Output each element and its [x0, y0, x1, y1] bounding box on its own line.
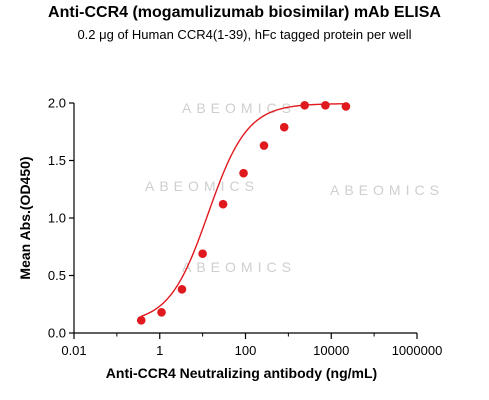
x-tick-label: 1: [156, 343, 163, 358]
chart-subtitle: 0.2 μg of Human CCR4(1-39), hFc tagged p…: [77, 27, 412, 42]
y-axis-label: Mean Abs.(OD450): [17, 156, 33, 279]
data-point: [321, 101, 330, 110]
y-tick-label: 0.5: [48, 268, 66, 283]
watermark-text: ABEOMICS: [330, 182, 444, 198]
watermark-text: ABEOMICS: [182, 100, 296, 116]
y-tick-label: 1.0: [48, 211, 66, 226]
data-point: [218, 199, 228, 209]
x-tick-label: 10000: [313, 343, 349, 358]
data-points: [136, 101, 351, 325]
fit-curve: [141, 103, 346, 317]
watermark-text: ABEOMICS: [145, 178, 259, 194]
data-point: [279, 122, 289, 132]
watermark-text: ABEOMICS: [182, 259, 296, 275]
data-point: [239, 168, 248, 178]
chart-title: Anti-CCR4 (mogamulizumab biosimilar) mAb…: [48, 4, 441, 21]
data-point: [136, 316, 146, 325]
x-axis-label: Anti-CCR4 Neutralizing antibody (ng/mL): [106, 365, 377, 381]
axes: 0.0 0.5 1.0 1.5 2.0 0.01 1 100 10000 1000000: [48, 96, 442, 359]
x-tick-label: 100: [235, 343, 257, 358]
fit-curve-layer: [141, 103, 346, 317]
watermark-layer: ABEOMICS ABEOMICS ABEOMICS ABEOMICS: [145, 100, 444, 275]
data-point: [341, 102, 351, 111]
y-tick-label: 0.0: [48, 326, 66, 341]
data-point: [177, 285, 187, 294]
data-point: [198, 249, 207, 258]
data-point: [300, 101, 309, 110]
y-tick-label: 1.5: [48, 153, 66, 168]
x-tick-label: 0.01: [61, 343, 86, 358]
y-tick-label: 2.0: [48, 96, 66, 111]
data-point: [157, 308, 166, 317]
data-point: [259, 141, 269, 150]
x-tick-label: 1000000: [392, 343, 443, 358]
